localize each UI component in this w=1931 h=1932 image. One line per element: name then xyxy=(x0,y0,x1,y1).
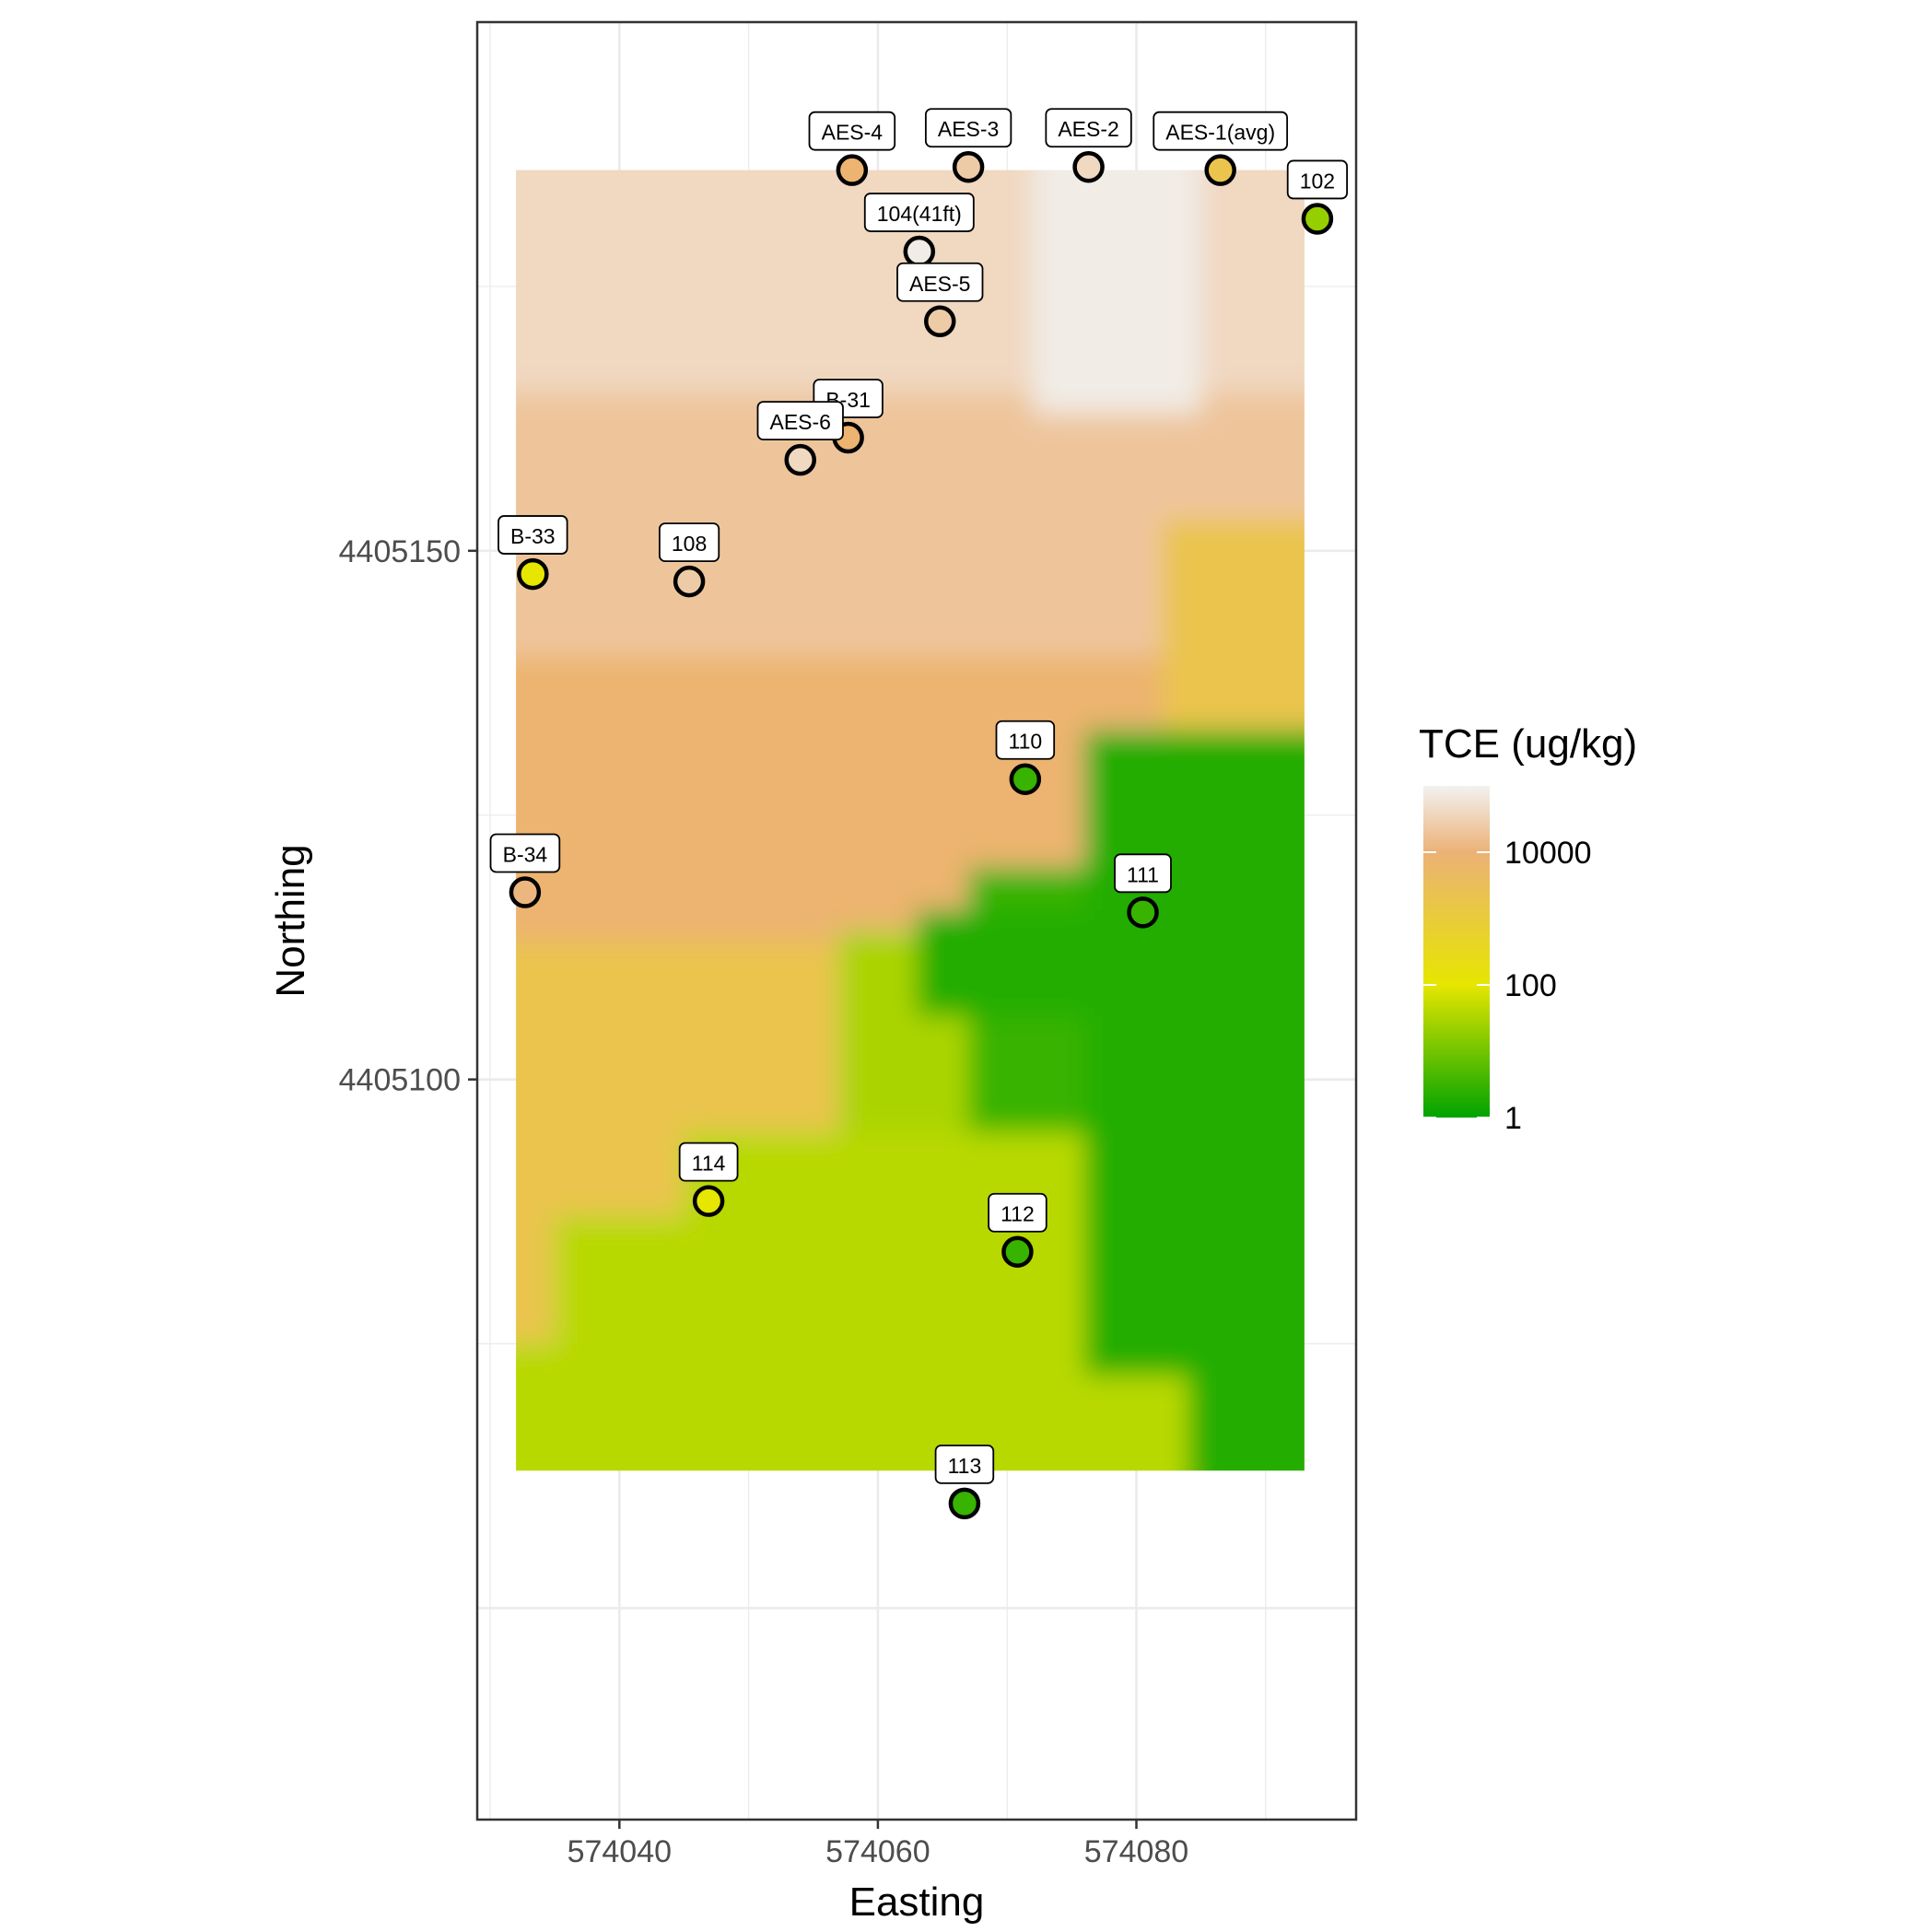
well-label-text: AES-1(avg) xyxy=(1165,121,1275,145)
well-label-box xyxy=(489,833,561,873)
well-label-box xyxy=(934,1444,995,1484)
y-tick-label: 4405100 xyxy=(339,1063,461,1098)
well-label-text: AES-4 xyxy=(822,121,884,145)
well-label: B-31 xyxy=(813,379,884,418)
well-label-text: 110 xyxy=(1009,730,1043,754)
well-label-box xyxy=(756,401,844,441)
legend-colorbar xyxy=(1423,786,1490,1118)
color-legend: TCE (ug/kg) 1 100 10000 xyxy=(1419,721,1637,1136)
well-label-text: 111 xyxy=(1127,862,1159,886)
well-label-box xyxy=(896,262,984,302)
well-point xyxy=(948,1487,981,1520)
well-label-text: 113 xyxy=(948,1454,982,1478)
surface-region xyxy=(1188,1343,1305,1471)
well-label-box xyxy=(924,108,1012,148)
surface-region xyxy=(917,910,1085,1016)
well-label: AES-6 xyxy=(756,401,844,441)
well-point xyxy=(952,150,985,183)
y-tick-label: 4405150 xyxy=(339,534,461,569)
well-point xyxy=(1204,154,1236,186)
well-label-box xyxy=(1286,159,1348,200)
well-label-text: AES-2 xyxy=(1058,117,1118,141)
well-point xyxy=(784,443,816,476)
well-label-box xyxy=(678,1142,739,1182)
legend-break-label: 100 xyxy=(1504,968,1557,1003)
surface-region xyxy=(555,1216,685,1471)
well-label: B-34 xyxy=(489,833,561,873)
well-label-text: B-33 xyxy=(510,524,556,548)
well-point xyxy=(1009,763,1042,795)
y-axis-title: Northing xyxy=(268,844,313,997)
well-point xyxy=(517,557,549,591)
well-label-text: 112 xyxy=(1001,1202,1035,1226)
y-axis: 4405100 4405150 xyxy=(339,534,477,1098)
x-tick-label: 574060 xyxy=(825,1834,930,1869)
well-point xyxy=(673,565,706,598)
well-label-text: B-34 xyxy=(503,843,548,867)
well-label: 108 xyxy=(658,522,720,563)
well-label: 112 xyxy=(988,1192,1047,1233)
interpolated-surface xyxy=(516,170,1305,1471)
well-point xyxy=(1301,203,1334,235)
well-point xyxy=(924,305,956,338)
legend-title: TCE (ug/kg) xyxy=(1419,721,1637,767)
well-labels: AES-4 AES-3 AES-2 AES-1(avg) 102 104(41ft) AES… xyxy=(489,108,1348,1484)
well-label-box xyxy=(808,111,896,151)
well-label: 114 xyxy=(678,1142,739,1182)
well-label-box xyxy=(863,193,975,232)
surface-region xyxy=(1084,730,1305,1376)
well-label: 111 xyxy=(1114,853,1172,894)
well-point xyxy=(509,876,542,908)
x-tick-label: 574040 xyxy=(568,1834,672,1869)
x-axis-title: Easting xyxy=(849,1879,985,1925)
well-label-box xyxy=(1153,111,1289,151)
well-points xyxy=(509,150,1334,1520)
plot-border xyxy=(475,20,1358,1821)
well-label-box xyxy=(497,515,568,555)
well-label: AES-4 xyxy=(808,111,896,151)
x-tick-label: 574080 xyxy=(1084,1834,1188,1869)
well-label-text: AES-6 xyxy=(769,410,830,434)
well-label-text: 104(41ft) xyxy=(877,202,962,226)
well-label: AES-5 xyxy=(896,262,984,302)
well-label-box xyxy=(658,522,720,563)
well-label-box xyxy=(995,720,1056,760)
well-label: AES-1(avg) xyxy=(1153,111,1289,151)
well-label-text: AES-3 xyxy=(938,117,999,141)
well-point xyxy=(903,235,936,268)
well-label-box xyxy=(1114,853,1172,894)
well-label: B-33 xyxy=(497,515,568,555)
well-label-text: 102 xyxy=(1300,169,1335,193)
well-label-text: 108 xyxy=(672,532,707,556)
well-point xyxy=(692,1185,725,1217)
well-point xyxy=(1127,896,1159,929)
well-label: 104(41ft) xyxy=(863,193,975,232)
surface-region xyxy=(1033,170,1201,414)
well-label: 113 xyxy=(934,1444,995,1484)
well-label-box xyxy=(988,1192,1047,1233)
well-label-text: AES-5 xyxy=(909,272,970,296)
surface-region xyxy=(516,1343,556,1471)
surface-region xyxy=(1162,519,1305,742)
well-label-box xyxy=(1045,108,1132,148)
well-point xyxy=(1001,1235,1034,1268)
legend-break-label: 10000 xyxy=(1504,836,1592,871)
well-point xyxy=(1072,150,1105,183)
well-point xyxy=(836,154,869,186)
legend-break-label: 1 xyxy=(1504,1101,1522,1136)
well-label: 102 xyxy=(1286,159,1348,200)
x-axis: 574040 574060 574080 xyxy=(568,1820,1188,1869)
well-label: AES-2 xyxy=(1045,108,1132,148)
well-label: 110 xyxy=(995,720,1056,760)
well-label: AES-3 xyxy=(924,108,1012,148)
well-label-text: 114 xyxy=(692,1152,726,1176)
